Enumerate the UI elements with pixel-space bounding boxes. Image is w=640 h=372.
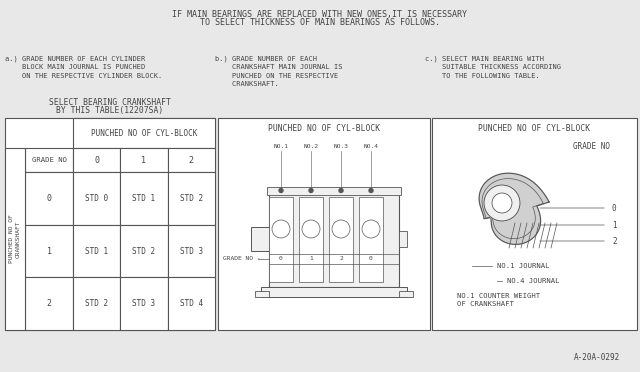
Bar: [168, 225, 215, 278]
Circle shape: [332, 220, 350, 238]
Bar: [73, 172, 120, 225]
Bar: [25, 225, 73, 278]
Text: 0: 0: [94, 155, 99, 164]
Text: 0: 0: [279, 257, 283, 262]
Bar: [168, 148, 215, 172]
Text: 2: 2: [339, 257, 343, 262]
Text: STD 2: STD 2: [132, 247, 156, 256]
Polygon shape: [479, 173, 549, 244]
Text: NO.3: NO.3: [333, 144, 349, 148]
Text: STD 2: STD 2: [85, 299, 108, 308]
Text: STD 3: STD 3: [132, 299, 156, 308]
Bar: [251, 227, 269, 251]
Text: 1: 1: [47, 247, 51, 256]
Bar: [73, 278, 120, 330]
Bar: [168, 172, 215, 225]
Circle shape: [302, 220, 320, 238]
Text: c.) SELECT MAIN BEARING WITH
    SUITABLE THICKNESS ACCORDING
    TO THE FOLLOWI: c.) SELECT MAIN BEARING WITH SUITABLE TH…: [425, 55, 561, 78]
Circle shape: [309, 189, 313, 192]
Text: 0: 0: [369, 257, 373, 262]
Text: NO.1: NO.1: [273, 144, 289, 148]
Text: 0: 0: [612, 203, 616, 212]
Text: BY THIS TABLE(12207SA): BY THIS TABLE(12207SA): [56, 106, 164, 115]
Bar: [73, 118, 215, 148]
Bar: [261, 286, 407, 296]
Text: IF MAIN BEARINGS ARE REPLACED WITH NEW ONES,IT IS NECESSARY: IF MAIN BEARINGS ARE REPLACED WITH NEW O…: [173, 10, 467, 19]
Text: STD 4: STD 4: [180, 299, 203, 308]
Bar: [269, 192, 399, 286]
Text: PUNCHED NO OF
CRANKSHAFT: PUNCHED NO OF CRANKSHAFT: [10, 215, 20, 263]
Bar: [5, 148, 25, 330]
Text: PUNCHED NO OF CYL-BLOCK: PUNCHED NO OF CYL-BLOCK: [479, 124, 591, 132]
Text: A-20A-0292: A-20A-0292: [573, 353, 620, 362]
Text: STD 2: STD 2: [180, 194, 203, 203]
Text: NO.2: NO.2: [303, 144, 319, 148]
Bar: [120, 148, 168, 172]
Bar: [168, 278, 215, 330]
Text: NO.4: NO.4: [364, 144, 378, 148]
Text: STD 1: STD 1: [85, 247, 108, 256]
Bar: [267, 186, 401, 195]
Text: NO.1 JOURNAL: NO.1 JOURNAL: [497, 263, 550, 269]
Bar: [5, 118, 215, 330]
Text: GRADE NO: GRADE NO: [31, 157, 67, 163]
Bar: [25, 172, 73, 225]
Text: STD 0: STD 0: [85, 194, 108, 203]
Text: PUNCHED NO OF CYL-BLOCK: PUNCHED NO OF CYL-BLOCK: [91, 128, 197, 138]
Bar: [120, 278, 168, 330]
Circle shape: [484, 185, 520, 221]
Bar: [399, 231, 407, 247]
Text: TO SELECT THICKNESS OF MAIN BEARINGS AS FOLLOWS.: TO SELECT THICKNESS OF MAIN BEARINGS AS …: [200, 17, 440, 26]
Text: a.) GRADE NUMBER OF EACH CYLINDER
    BLOCK MAIN JOURNAL IS PUNCHED
    ON THE R: a.) GRADE NUMBER OF EACH CYLINDER BLOCK …: [5, 55, 163, 78]
Bar: [299, 196, 323, 282]
Text: SELECT BEARING CRANKSHAFT: SELECT BEARING CRANKSHAFT: [49, 97, 171, 106]
Circle shape: [279, 189, 283, 192]
Bar: [73, 148, 120, 172]
Text: 2: 2: [189, 155, 194, 164]
Text: 1: 1: [309, 257, 313, 262]
Bar: [120, 172, 168, 225]
Text: GRADE NO -: GRADE NO -: [223, 257, 260, 262]
Bar: [218, 118, 430, 330]
Bar: [399, 291, 413, 296]
Text: GRADE NO: GRADE NO: [573, 141, 611, 151]
Text: STD 3: STD 3: [180, 247, 203, 256]
Bar: [25, 278, 73, 330]
Circle shape: [492, 193, 512, 213]
Text: STD 1: STD 1: [132, 194, 156, 203]
Text: 1: 1: [141, 155, 147, 164]
Bar: [269, 196, 293, 282]
Bar: [25, 148, 73, 172]
Bar: [255, 291, 269, 296]
Text: b.) GRADE NUMBER OF EACH
    CRANKSHAFT MAIN JOURNAL IS
    PUNCHED ON THE RESPE: b.) GRADE NUMBER OF EACH CRANKSHAFT MAIN…: [215, 55, 342, 87]
Circle shape: [362, 220, 380, 238]
Text: PUNCHED NO OF CYL-BLOCK: PUNCHED NO OF CYL-BLOCK: [268, 124, 380, 132]
Text: 2: 2: [47, 299, 51, 308]
Text: 1: 1: [612, 221, 616, 230]
Bar: [432, 118, 637, 330]
Circle shape: [369, 189, 373, 192]
Circle shape: [272, 220, 290, 238]
Bar: [359, 196, 383, 282]
Bar: [120, 225, 168, 278]
Text: 0: 0: [47, 194, 51, 203]
Bar: [73, 225, 120, 278]
Circle shape: [339, 189, 343, 192]
Bar: [329, 196, 353, 282]
Text: NO.1 COUNTER WEIGHT
OF CRANKSHAFT: NO.1 COUNTER WEIGHT OF CRANKSHAFT: [457, 293, 540, 307]
Text: NO.4 JOURNAL: NO.4 JOURNAL: [507, 278, 559, 284]
Text: 2: 2: [612, 237, 616, 246]
